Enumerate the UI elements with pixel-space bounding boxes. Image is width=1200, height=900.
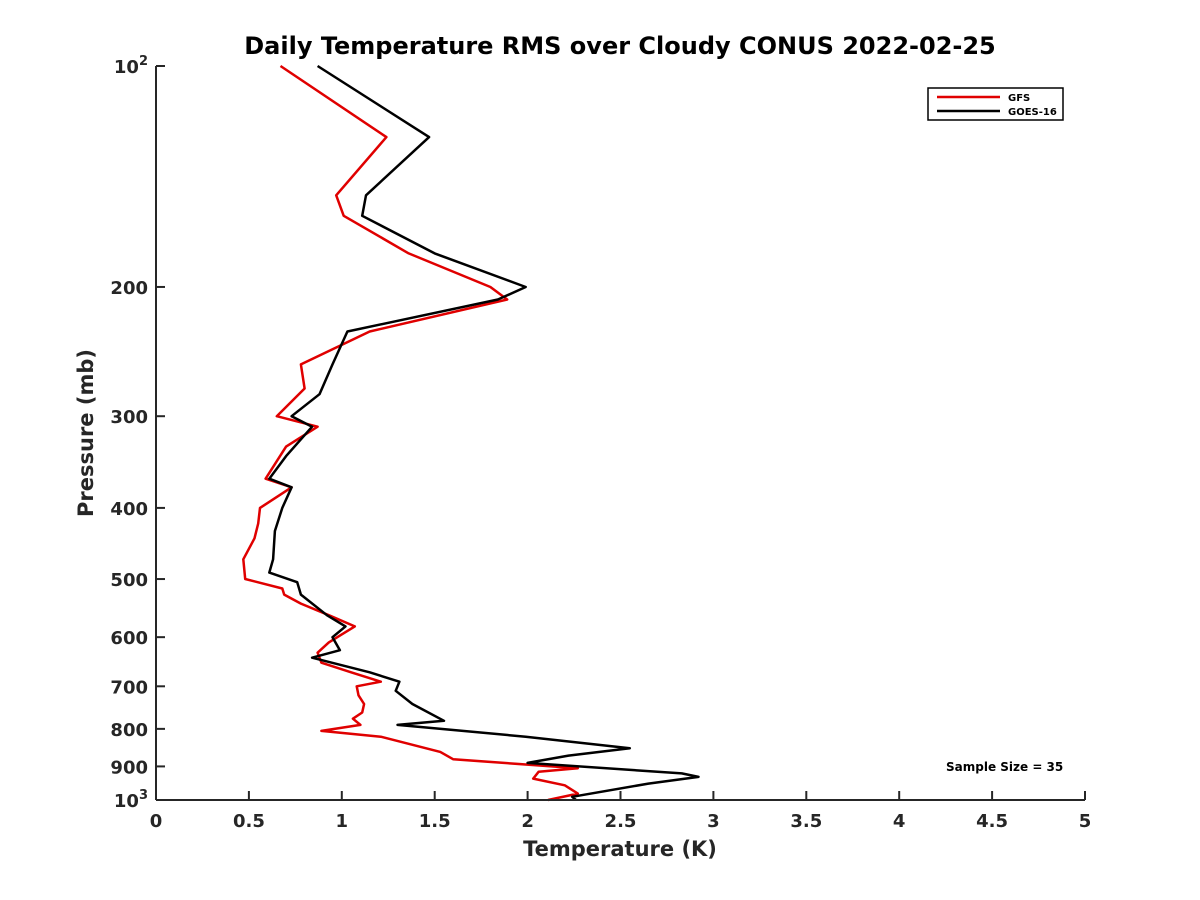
y-tick-label: 103 [114, 788, 148, 812]
legend-box [927, 87, 1064, 121]
chart-title: Daily Temperature RMS over Cloudy CONUS … [244, 32, 996, 60]
x-axis-label: Temperature (K) [523, 837, 717, 861]
x-ticks: 0 0.5 1 1.5 2 2.5 3 3.5 4 4.5 5 [150, 791, 1092, 832]
x-tick-label: 2.5 [605, 811, 637, 832]
x-tick-label: 3 [707, 811, 720, 832]
y-tick-label: 500 [110, 570, 148, 591]
x-tick-label: 4 [893, 811, 906, 832]
x-tick-label: 1.5 [419, 811, 451, 832]
legend-label-goes-16: GOES-16 [1008, 107, 1057, 118]
legend: GFS GOES-16 [927, 87, 1064, 121]
sample-size-annotation: Sample Size = 35 [946, 760, 1063, 774]
series-line-gfs [242, 64, 580, 802]
x-tick-label: 0 [150, 811, 163, 832]
x-tick-label: 2 [521, 811, 534, 832]
y-tick-label: 300 [110, 407, 148, 428]
x-tick-label: 3.5 [790, 811, 822, 832]
y-ticks: 102 200 300 400 500 600 700 800 900 103 [110, 54, 165, 812]
series-layer [242, 64, 700, 802]
x-tick-label: 5 [1079, 811, 1092, 832]
plot-area: 0 0.5 1 1.5 2 2.5 3 3.5 4 4.5 5 102 200 300 400 500 600… [110, 54, 1091, 832]
y-tick-label: 900 [110, 757, 148, 778]
x-tick-label: 1 [336, 811, 349, 832]
x-tick-label: 4.5 [976, 811, 1008, 832]
y-tick-label: 400 [110, 499, 148, 520]
y-tick-label: 600 [110, 628, 148, 649]
x-tick-label: 0.5 [233, 811, 265, 832]
y-tick-label: 800 [110, 720, 148, 741]
y-axis-label: Pressure (mb) [74, 349, 98, 517]
y-tick-label: 102 [114, 54, 148, 78]
y-tick-label: 700 [110, 677, 148, 698]
y-tick-label: 200 [110, 278, 148, 299]
series-line-goes-16 [268, 64, 700, 801]
legend-label-gfs: GFS [1008, 93, 1030, 104]
